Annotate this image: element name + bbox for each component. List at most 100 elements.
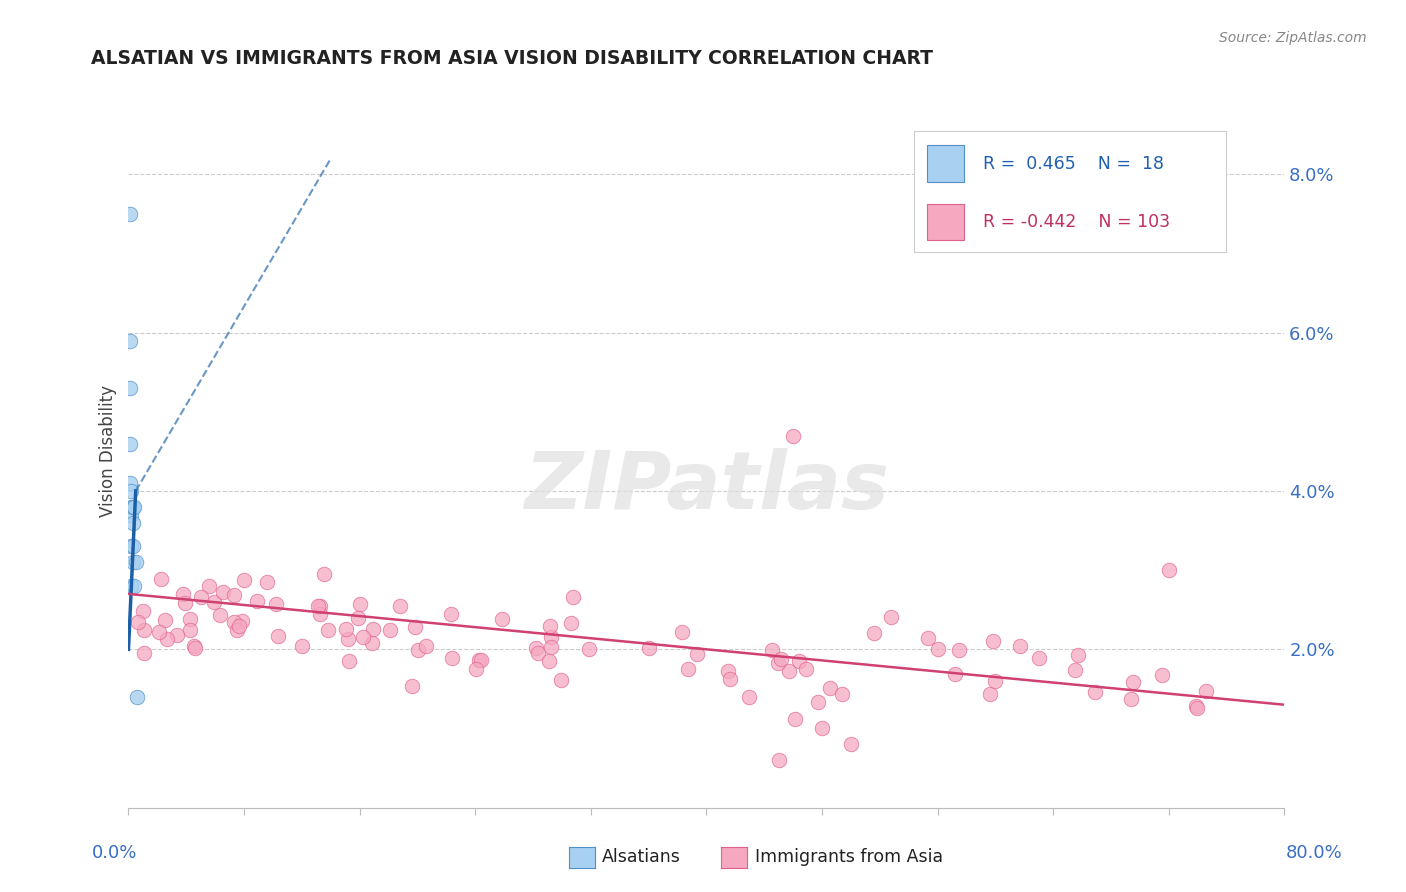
Point	[1185, 698, 1208, 713]
Point	[1028, 651, 1050, 665]
Point	[127, 615, 149, 629]
Point	[782, 428, 804, 442]
Point	[1122, 675, 1144, 690]
Point	[211, 585, 233, 599]
Point	[118, 381, 141, 395]
Point	[166, 628, 188, 642]
Point	[524, 641, 547, 656]
Point	[467, 653, 489, 667]
Point	[787, 655, 810, 669]
Point	[560, 615, 582, 630]
Point	[148, 624, 170, 639]
Point	[233, 573, 256, 587]
Point	[981, 634, 1004, 648]
Point	[120, 579, 142, 593]
Point	[1119, 691, 1142, 706]
Point	[1066, 648, 1088, 662]
Point	[927, 642, 949, 657]
Point	[266, 629, 288, 643]
Point	[550, 673, 572, 687]
Point	[540, 640, 562, 655]
Point	[179, 611, 201, 625]
Point	[440, 607, 463, 621]
Point	[291, 639, 314, 653]
Point	[441, 650, 464, 665]
Text: Immigrants from Asia: Immigrants from Asia	[755, 848, 943, 866]
Point	[738, 690, 761, 705]
Point	[120, 500, 142, 514]
Point	[121, 516, 143, 530]
Point	[336, 632, 359, 647]
Point	[783, 712, 806, 726]
FancyBboxPatch shape	[927, 203, 965, 240]
Point	[256, 575, 278, 590]
Point	[122, 579, 145, 593]
Point	[121, 555, 143, 569]
Point	[132, 604, 155, 618]
Point	[943, 667, 966, 681]
Point	[378, 623, 401, 637]
Point	[406, 642, 429, 657]
Point	[794, 662, 817, 676]
Point	[172, 587, 194, 601]
Point	[768, 753, 790, 767]
Point	[676, 662, 699, 676]
Text: Alsatians: Alsatians	[602, 848, 681, 866]
Point	[190, 590, 212, 604]
Point	[401, 679, 423, 693]
Point	[228, 619, 250, 633]
Point	[132, 623, 155, 637]
Point	[118, 207, 141, 221]
Point	[415, 640, 437, 654]
Y-axis label: Vision Disability: Vision Disability	[100, 385, 117, 517]
Point	[526, 646, 548, 660]
Text: ZIPatlas: ZIPatlas	[524, 448, 889, 526]
Point	[209, 608, 232, 623]
Point	[224, 588, 246, 602]
Point	[917, 632, 939, 646]
Text: 80.0%: 80.0%	[1286, 844, 1343, 862]
Point	[470, 653, 492, 667]
Point	[880, 610, 903, 624]
Point	[979, 687, 1001, 701]
Point	[388, 599, 411, 613]
Point	[224, 615, 246, 629]
Point	[118, 436, 141, 450]
Point	[1195, 684, 1218, 698]
Text: 0.0%: 0.0%	[91, 844, 136, 862]
Point	[538, 654, 561, 668]
Point	[761, 643, 783, 657]
Point	[246, 594, 269, 608]
Point	[671, 625, 693, 640]
Point	[1150, 668, 1173, 682]
Point	[766, 656, 789, 670]
Point	[120, 540, 142, 554]
Text: Source: ZipAtlas.com: Source: ZipAtlas.com	[1219, 31, 1367, 45]
Point	[718, 673, 741, 687]
Point	[121, 500, 143, 514]
Point	[778, 664, 800, 678]
Point	[839, 737, 862, 751]
Point	[120, 483, 142, 498]
Point	[638, 640, 661, 655]
Point	[118, 476, 141, 491]
Point	[361, 636, 384, 650]
Point	[686, 648, 709, 662]
Point	[312, 567, 335, 582]
Point	[491, 612, 513, 626]
Point	[770, 651, 793, 665]
Point	[153, 613, 176, 627]
Point	[318, 624, 340, 638]
Point	[818, 681, 841, 695]
Text: R =  0.465    N =  18: R = 0.465 N = 18	[983, 154, 1164, 172]
Point	[361, 622, 384, 636]
Point	[807, 694, 830, 708]
FancyBboxPatch shape	[927, 145, 965, 182]
Point	[1063, 663, 1085, 677]
Point	[540, 630, 562, 644]
Point	[578, 642, 600, 657]
Point	[465, 662, 488, 676]
Point	[120, 508, 142, 522]
Point	[118, 334, 141, 348]
Point	[156, 632, 179, 646]
